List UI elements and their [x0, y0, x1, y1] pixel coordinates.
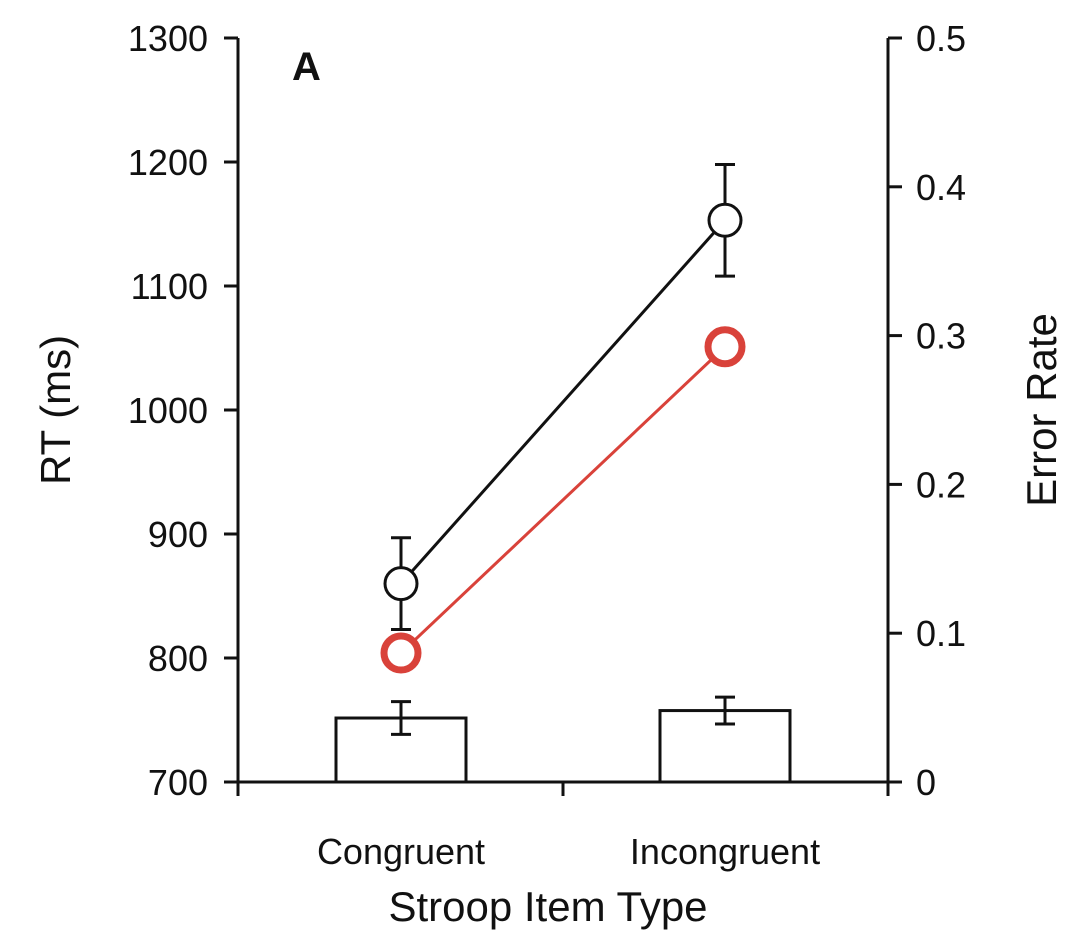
left-y-tick-label: 800 — [148, 638, 208, 679]
right-y-tick-label: 0.3 — [916, 316, 966, 357]
left-y-axis-title: RT (ms) — [32, 335, 79, 485]
right-y-tick-label: 0.2 — [916, 464, 966, 505]
black-series-point — [707, 202, 743, 238]
right-y-tick-label: 0.5 — [916, 18, 966, 59]
right-y-tick-label: 0.1 — [916, 613, 966, 654]
black-series-line — [399, 219, 727, 585]
red-series-point — [380, 632, 422, 674]
error-rate-bars — [334, 695, 792, 784]
red-series-point — [704, 326, 746, 368]
right-y-tick-label: 0.4 — [916, 167, 966, 208]
x-axis-title: Stroop Item Type — [388, 883, 707, 930]
right-y-axis-title: Error Rate — [1018, 313, 1065, 507]
left-y-tick-label: 1000 — [128, 390, 208, 431]
red-series-line — [399, 345, 727, 655]
left-y-tick-label: 1300 — [128, 18, 208, 59]
black-series-point — [383, 566, 419, 602]
rt-series — [380, 162, 746, 674]
axis-ticks: 700 800 900 1000 1100 1200 1300 0 0.1 0.2 0.3 0.4 0.… — [128, 18, 966, 803]
left-y-tick-label: 1200 — [128, 142, 208, 183]
left-y-tick-label: 1100 — [131, 266, 208, 307]
panel-label: A — [292, 45, 321, 89]
left-y-tick-label: 700 — [148, 762, 208, 803]
x-category-label-congruent: Congruent — [317, 831, 485, 872]
axes — [236, 38, 890, 794]
right-y-tick-label: 0 — [916, 762, 936, 803]
x-category-label-incongruent: Incongruent — [630, 831, 820, 872]
left-y-tick-label: 900 — [148, 514, 208, 555]
